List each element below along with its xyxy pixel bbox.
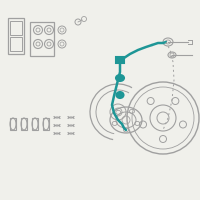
Bar <box>10 37 22 51</box>
Ellipse shape <box>116 92 124 98</box>
Bar <box>32 118 38 130</box>
Bar <box>21 118 27 130</box>
Bar <box>30 22 54 56</box>
Bar <box>8 18 24 54</box>
Bar <box>116 57 124 63</box>
Bar <box>43 118 49 130</box>
Ellipse shape <box>116 75 124 81</box>
Bar <box>10 21 22 35</box>
Bar <box>10 118 16 130</box>
